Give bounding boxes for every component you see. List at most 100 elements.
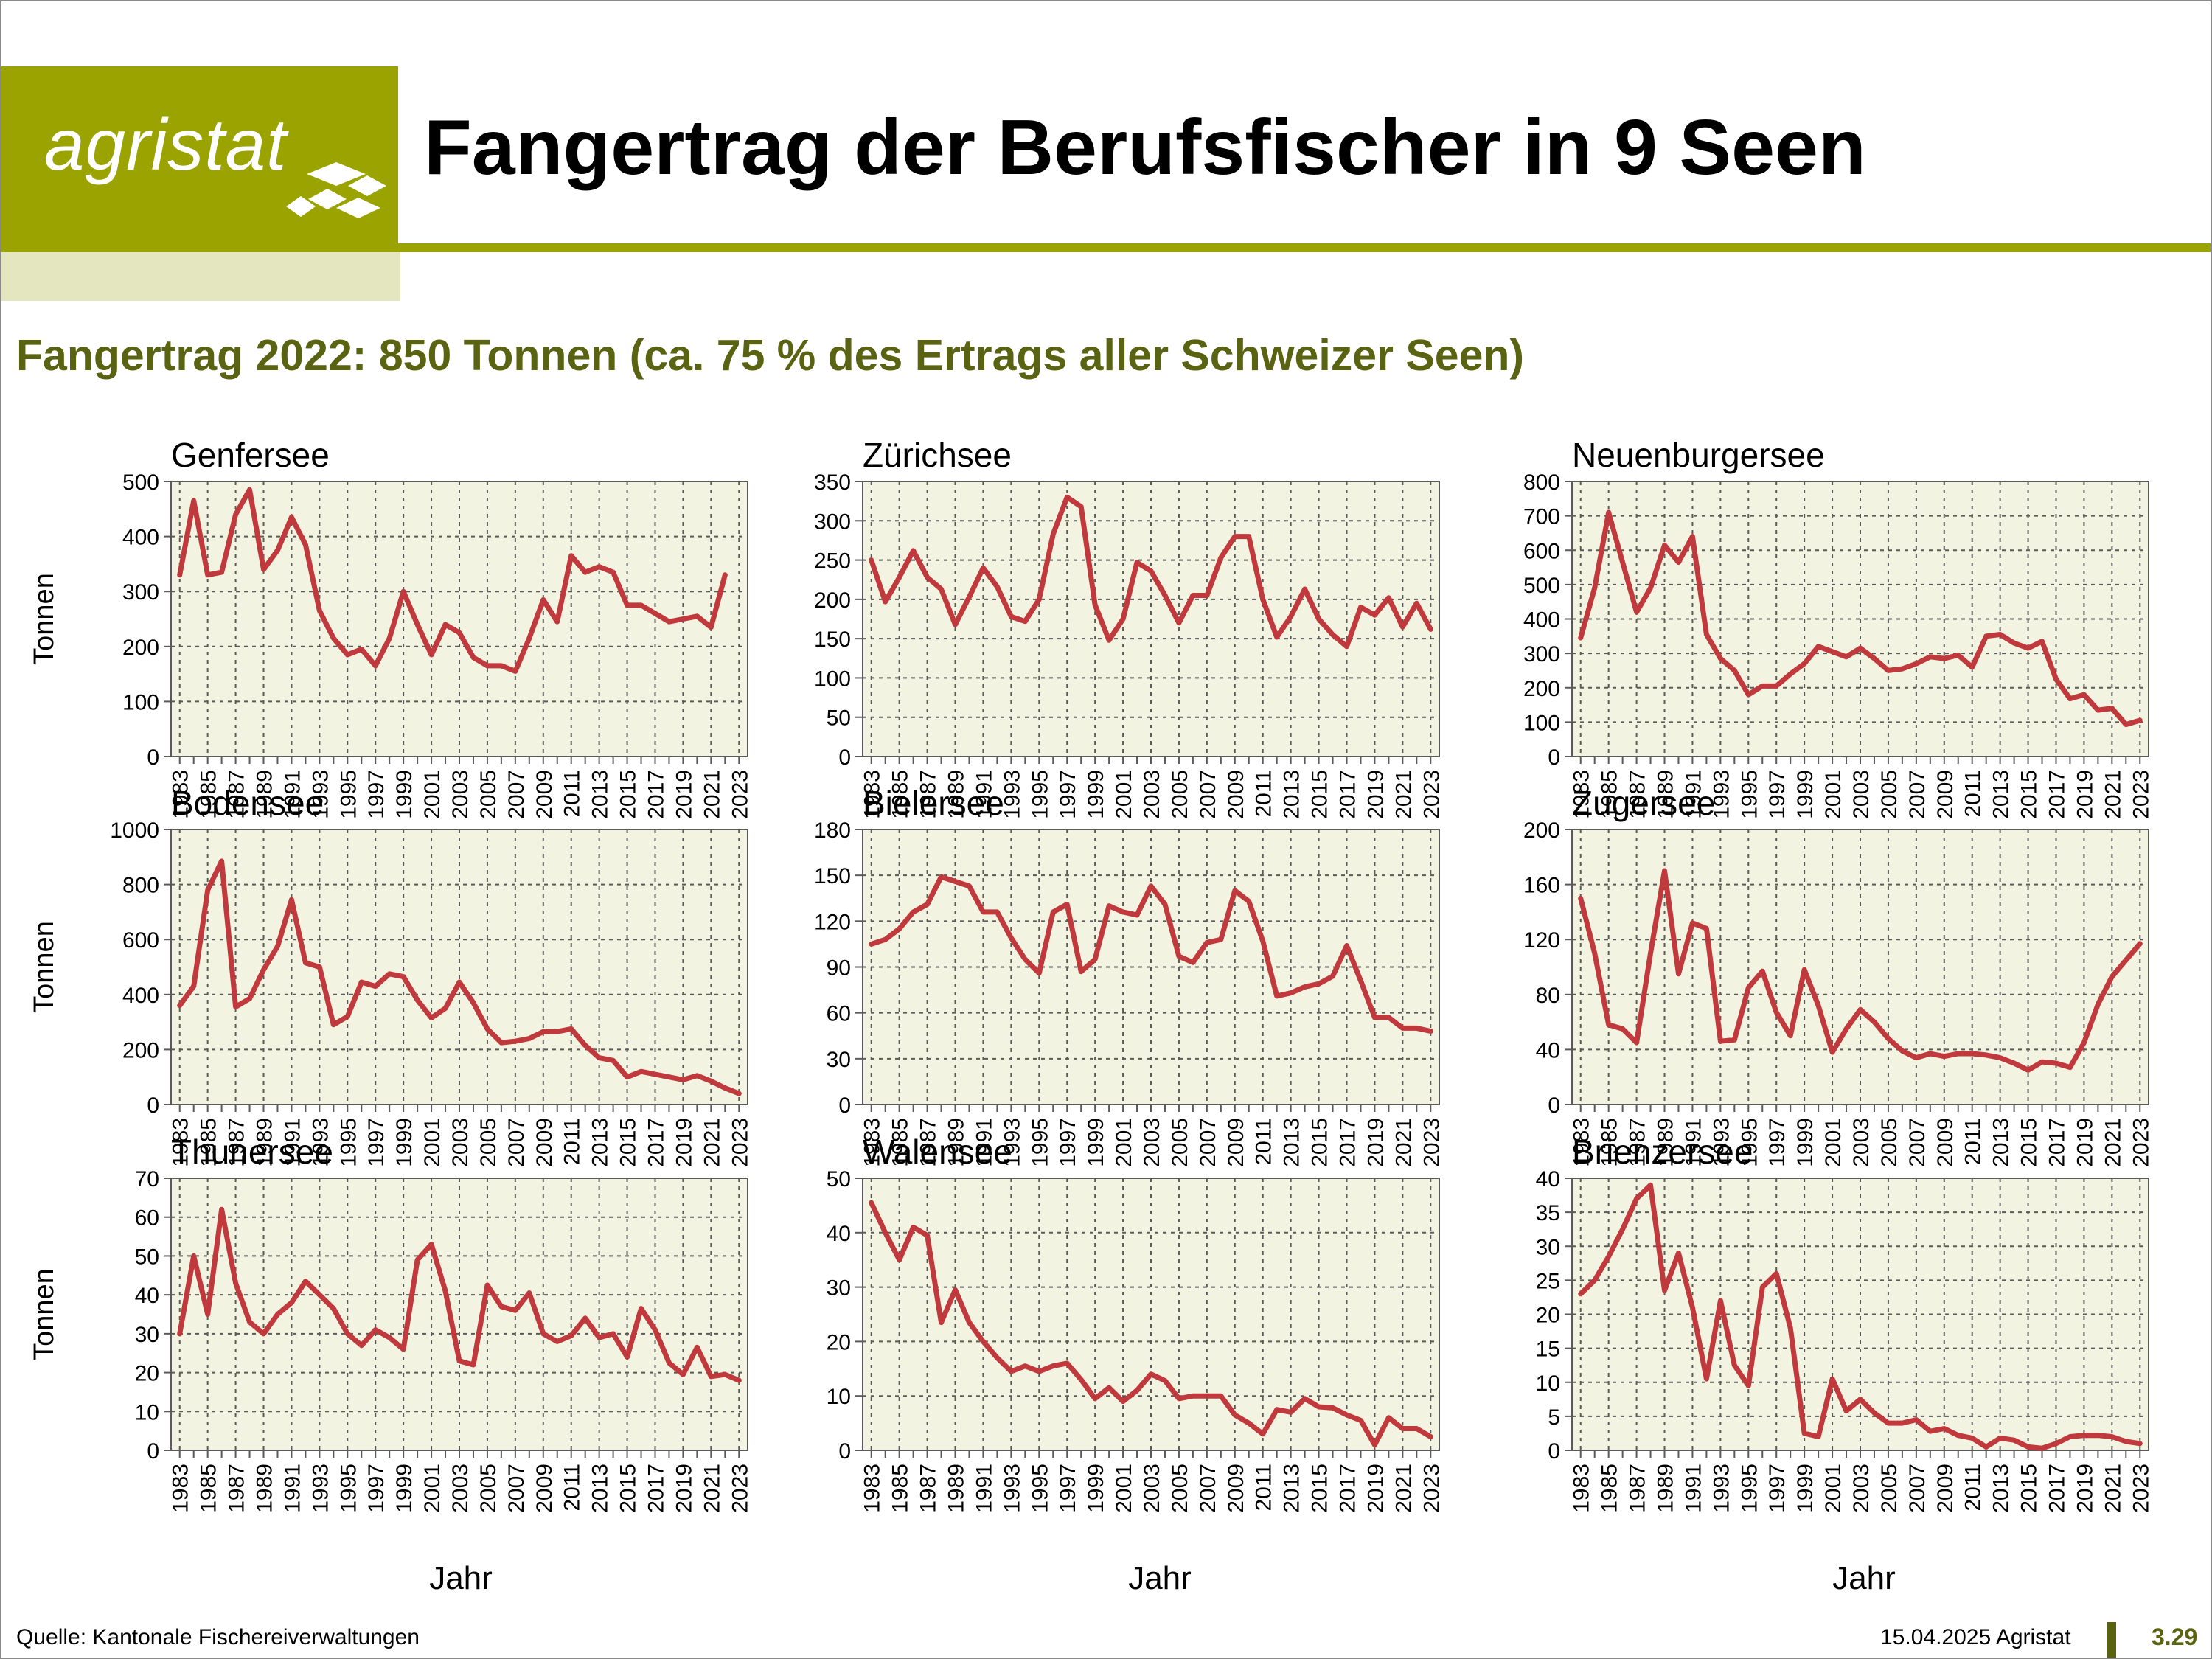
data-point — [541, 1332, 546, 1336]
data-point — [2026, 646, 2031, 650]
data-point — [1788, 1326, 1792, 1330]
data-point — [1607, 1254, 1611, 1259]
y-tick-label: 400 — [122, 984, 159, 1008]
data-point — [1663, 543, 1666, 547]
x-tick-label: 1991 — [1681, 1464, 1705, 1513]
x-tick-label: 1989 — [1654, 1464, 1678, 1513]
data-point — [178, 1332, 182, 1336]
data-point — [1718, 1039, 1722, 1043]
x-tick-label: 2023 — [1419, 770, 1444, 819]
x-tick-label: 2013 — [1989, 1464, 2014, 1513]
data-point — [883, 599, 888, 604]
x-tick-label: 2001 — [1112, 1118, 1136, 1167]
data-point — [869, 558, 874, 563]
data-point — [331, 1023, 335, 1027]
y-tick-label: 30 — [135, 1323, 159, 1347]
data-point — [1079, 970, 1083, 974]
y-tick-label: 40 — [1536, 1167, 1560, 1192]
x-tick-label: 2007 — [1196, 770, 1220, 819]
x-tick-label: 1995 — [336, 1464, 361, 1513]
data-point — [1121, 1399, 1125, 1404]
x-tick-label: 1999 — [1793, 1118, 1818, 1167]
y-tick-label: 100 — [814, 667, 851, 691]
x-tick-label: 2021 — [700, 770, 724, 819]
data-point — [1023, 957, 1027, 961]
x-axis-label: Jahr — [429, 1560, 493, 1596]
data-point — [1593, 951, 1597, 956]
data-point — [1970, 1051, 1975, 1056]
data-point — [1663, 1288, 1666, 1293]
data-point — [345, 1015, 349, 1019]
data-point — [359, 647, 364, 651]
x-tick-label: 2011 — [1252, 1118, 1276, 1166]
data-point — [709, 625, 713, 630]
data-point — [415, 1258, 420, 1262]
y-tick-label: 50 — [135, 1245, 159, 1269]
data-point — [1872, 1020, 1877, 1024]
data-point — [1331, 974, 1335, 978]
y-tick-label: 500 — [1523, 574, 1560, 598]
x-tick-label: 1993 — [1000, 1118, 1024, 1167]
data-point — [1886, 668, 1891, 672]
data-point — [2081, 1040, 2086, 1045]
data-point — [1163, 902, 1167, 906]
x-tick-label: 1991 — [972, 1118, 996, 1167]
x-tick-label: 1989 — [253, 1464, 277, 1513]
data-point — [1844, 655, 1848, 659]
x-tick-label: 2011 — [1961, 1118, 1986, 1166]
data-point — [981, 910, 985, 914]
logo-diamonds-icon — [286, 162, 386, 218]
data-point — [1844, 1409, 1848, 1413]
data-point — [1802, 1431, 1806, 1436]
x-tick-label: 2003 — [1140, 1464, 1164, 1513]
x-tick-label: 2017 — [644, 770, 668, 819]
x-tick-label: 1985 — [888, 1118, 913, 1167]
data-point — [485, 1283, 490, 1287]
logo-underbar — [0, 252, 400, 301]
data-point — [1065, 902, 1069, 906]
y-tick-label: 0 — [1548, 745, 1560, 770]
x-tick-label: 1983 — [860, 1118, 885, 1167]
data-point — [289, 1301, 293, 1305]
data-point — [555, 619, 560, 624]
data-point — [2110, 706, 2114, 711]
data-point — [569, 554, 574, 558]
data-point — [1275, 635, 1279, 639]
y-tick-label: 350 — [814, 470, 851, 495]
data-point — [1317, 617, 1321, 621]
data-point — [953, 622, 957, 627]
data-point — [1760, 684, 1764, 688]
x-tick-label: 2015 — [1308, 770, 1332, 819]
y-tick-label: 50 — [827, 1167, 851, 1192]
data-point — [883, 937, 888, 942]
data-point — [457, 630, 462, 635]
data-point — [737, 1378, 741, 1382]
data-point — [1037, 971, 1041, 975]
data-point — [1400, 1026, 1405, 1030]
data-point — [911, 1225, 916, 1229]
x-tick-label: 1993 — [1709, 770, 1733, 819]
plot-frame — [1571, 481, 2149, 757]
data-point — [1942, 656, 1947, 661]
data-point — [611, 1332, 616, 1336]
chart-title: Walensee — [863, 1133, 1012, 1171]
data-point — [625, 1355, 630, 1359]
data-point — [262, 1332, 265, 1336]
data-point — [1428, 627, 1433, 631]
x-tick-label: 1985 — [1598, 1464, 1622, 1513]
data-point — [1233, 535, 1237, 539]
data-point — [883, 1231, 888, 1235]
data-point — [583, 570, 588, 574]
y-tick-label: 40 — [135, 1284, 159, 1308]
data-point — [1372, 613, 1377, 617]
data-point — [373, 1328, 378, 1332]
data-point — [1593, 586, 1597, 590]
data-point — [1065, 495, 1069, 499]
data-point — [248, 996, 251, 1001]
x-tick-label: 2015 — [1308, 1118, 1332, 1167]
data-point — [1718, 1298, 1722, 1303]
x-tick-label: 1993 — [1000, 770, 1024, 819]
x-tick-label: 2011 — [1961, 770, 1986, 818]
